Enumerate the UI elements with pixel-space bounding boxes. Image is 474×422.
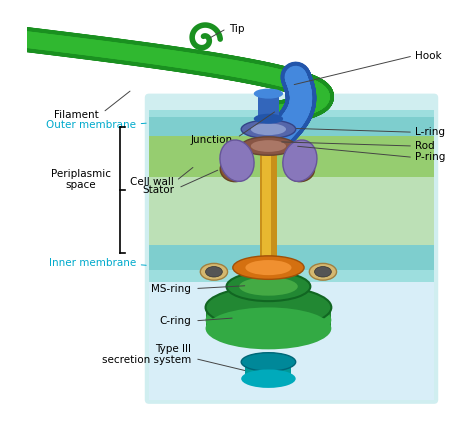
Ellipse shape bbox=[206, 287, 331, 328]
Text: C-ring: C-ring bbox=[159, 316, 191, 326]
FancyBboxPatch shape bbox=[262, 119, 271, 295]
Ellipse shape bbox=[206, 299, 331, 341]
Text: Rod: Rod bbox=[415, 141, 435, 151]
Ellipse shape bbox=[254, 114, 283, 124]
Ellipse shape bbox=[283, 140, 317, 181]
Ellipse shape bbox=[251, 140, 286, 152]
FancyBboxPatch shape bbox=[260, 119, 277, 295]
Ellipse shape bbox=[246, 260, 292, 275]
Ellipse shape bbox=[251, 123, 286, 135]
Text: P-ring: P-ring bbox=[415, 152, 446, 162]
Text: Inner membrane: Inner membrane bbox=[49, 258, 137, 268]
Text: Periplasmic
space: Periplasmic space bbox=[51, 169, 111, 190]
Text: Hook: Hook bbox=[415, 51, 442, 61]
Ellipse shape bbox=[206, 307, 331, 349]
FancyBboxPatch shape bbox=[149, 111, 434, 116]
Text: MS-ring: MS-ring bbox=[151, 284, 191, 294]
Ellipse shape bbox=[241, 120, 296, 138]
Ellipse shape bbox=[241, 353, 296, 371]
Ellipse shape bbox=[239, 277, 298, 296]
Ellipse shape bbox=[206, 267, 222, 277]
FancyBboxPatch shape bbox=[149, 135, 434, 178]
Ellipse shape bbox=[315, 267, 331, 277]
FancyBboxPatch shape bbox=[206, 303, 331, 328]
Text: Tip: Tip bbox=[228, 24, 244, 34]
FancyBboxPatch shape bbox=[149, 116, 434, 135]
Ellipse shape bbox=[220, 157, 250, 181]
FancyBboxPatch shape bbox=[149, 178, 434, 244]
Ellipse shape bbox=[233, 256, 304, 279]
Ellipse shape bbox=[285, 157, 315, 181]
Ellipse shape bbox=[241, 137, 296, 155]
Text: Stator: Stator bbox=[142, 185, 174, 195]
Ellipse shape bbox=[310, 263, 337, 280]
Ellipse shape bbox=[254, 89, 283, 99]
FancyBboxPatch shape bbox=[149, 270, 434, 282]
Ellipse shape bbox=[241, 370, 296, 388]
Ellipse shape bbox=[220, 140, 254, 181]
Text: Junction: Junction bbox=[191, 135, 233, 145]
Ellipse shape bbox=[227, 272, 310, 301]
FancyBboxPatch shape bbox=[149, 282, 434, 400]
Text: Filament: Filament bbox=[54, 110, 99, 119]
FancyBboxPatch shape bbox=[246, 358, 292, 379]
FancyBboxPatch shape bbox=[149, 244, 434, 270]
FancyBboxPatch shape bbox=[145, 94, 438, 404]
Text: L-ring: L-ring bbox=[415, 127, 445, 137]
Ellipse shape bbox=[201, 263, 228, 280]
FancyBboxPatch shape bbox=[258, 94, 279, 119]
Text: Cell wall: Cell wall bbox=[130, 178, 174, 187]
Text: Outer membrane: Outer membrane bbox=[46, 120, 137, 130]
Text: Type III
secretion system: Type III secretion system bbox=[101, 344, 191, 365]
